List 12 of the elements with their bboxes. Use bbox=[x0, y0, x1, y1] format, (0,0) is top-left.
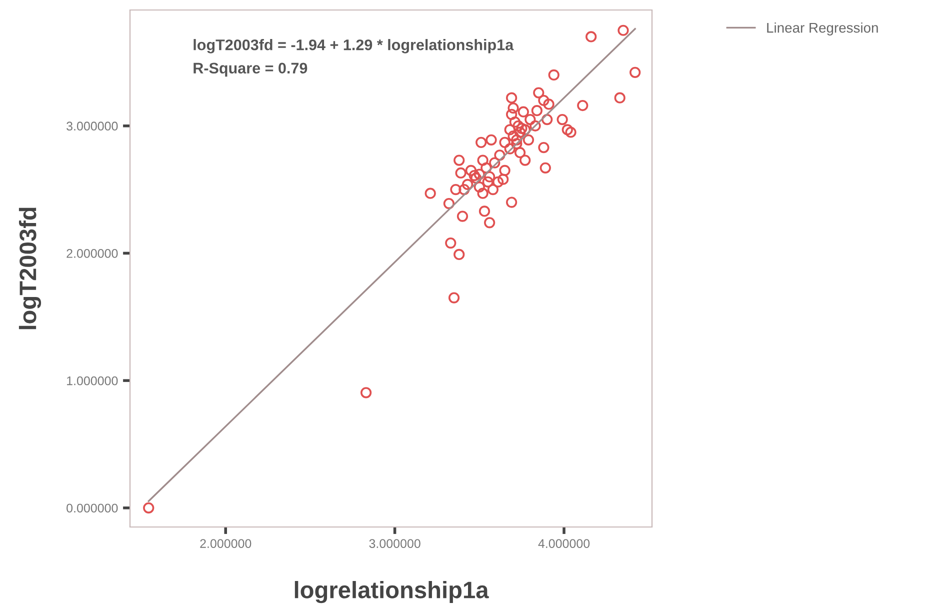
annotation: R-Square = 0.79 bbox=[194, 62, 308, 77]
y-axis-title: logT2003fd bbox=[18, 208, 42, 330]
y-tick-label: 3.000000 bbox=[66, 122, 118, 131]
annotation: logT2003fd = -1.94 + 1.29 * logrelationship1a bbox=[194, 39, 514, 54]
x-axis-title: logrelationship1a bbox=[294, 581, 489, 604]
legend-label: Linear Regression bbox=[767, 22, 878, 36]
x-tick-label: 2.000000 bbox=[200, 539, 252, 548]
y-tick-label: 0.000000 bbox=[66, 504, 118, 513]
y-tick-label: 1.000000 bbox=[67, 376, 118, 386]
x-tick-label: 3.000000 bbox=[369, 539, 420, 548]
x-tick-label: 4.000000 bbox=[538, 539, 590, 548]
y-tick-label: 2.000000 bbox=[66, 249, 118, 258]
